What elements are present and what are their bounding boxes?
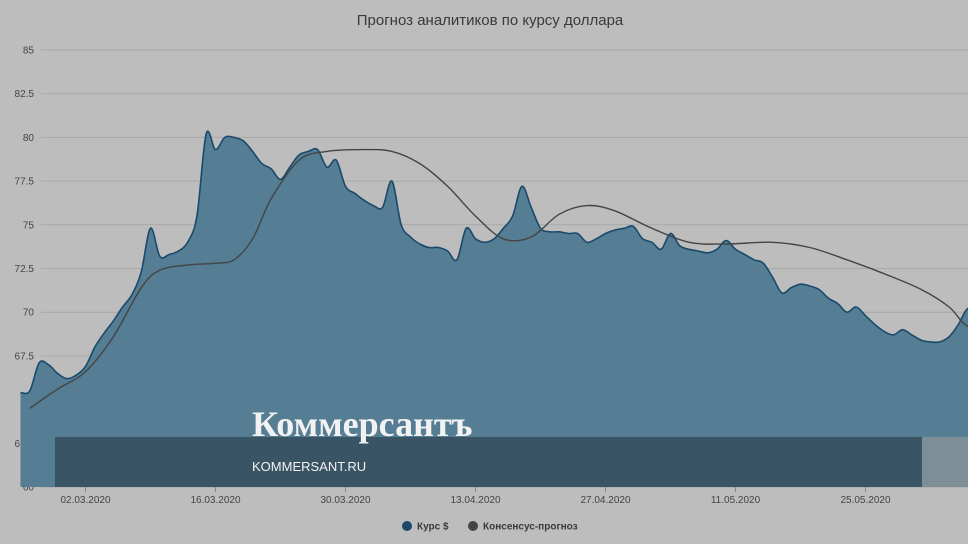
y-tick-label: 70 [23,308,35,319]
x-tick-label: 27.04.2020 [580,495,630,506]
legend-marker-usd [402,521,412,531]
x-tick-label: 30.03.2020 [320,495,370,506]
watermark-logo: Коммерсантъ [252,404,473,444]
y-tick-label: 75 [23,220,35,231]
x-axis: 02.03.2020 16.03.2020 30.03.2020 13.04.2020… [60,487,891,506]
y-tick-label: 82.5 [15,89,35,100]
x-tick-label: 25.05.2020 [840,495,890,506]
x-tick-label: 16.03.2020 [190,495,240,506]
legend-marker-consensus [468,521,478,531]
legend-item-usd[interactable]: Курс $ [402,521,449,533]
series-usd-line [20,130,968,395]
y-tick-label: 77.5 [15,177,35,188]
watermark-url: KOMMERSANT.RU [252,459,366,474]
y-tick-label: 85 [23,46,35,57]
legend-item-consensus[interactable]: Консенсус-прогноз [468,521,578,533]
x-tick-label: 02.03.2020 [60,495,110,506]
legend-label-usd: Курс $ [417,522,449,533]
y-tick-label: 72.5 [15,264,35,275]
series-consensus-line [29,148,968,409]
x-tick-label: 13.04.2020 [450,495,500,506]
watermark-band [55,437,922,487]
legend-label-consensus: Консенсус-прогноз [483,522,578,533]
series-usd-area [20,131,968,487]
y-tick-label: 60 [23,483,35,494]
y-tick-label: 80 [23,133,35,144]
watermark-band-tail [922,437,968,487]
chart-title: Прогноз аналитиков по курсу доллара [357,12,624,29]
y-tick-label: 67.5 [15,351,35,362]
x-tick-label: 11.05.2020 [711,495,761,506]
legend: Курс $ Консенсус-прогноз [402,521,578,533]
